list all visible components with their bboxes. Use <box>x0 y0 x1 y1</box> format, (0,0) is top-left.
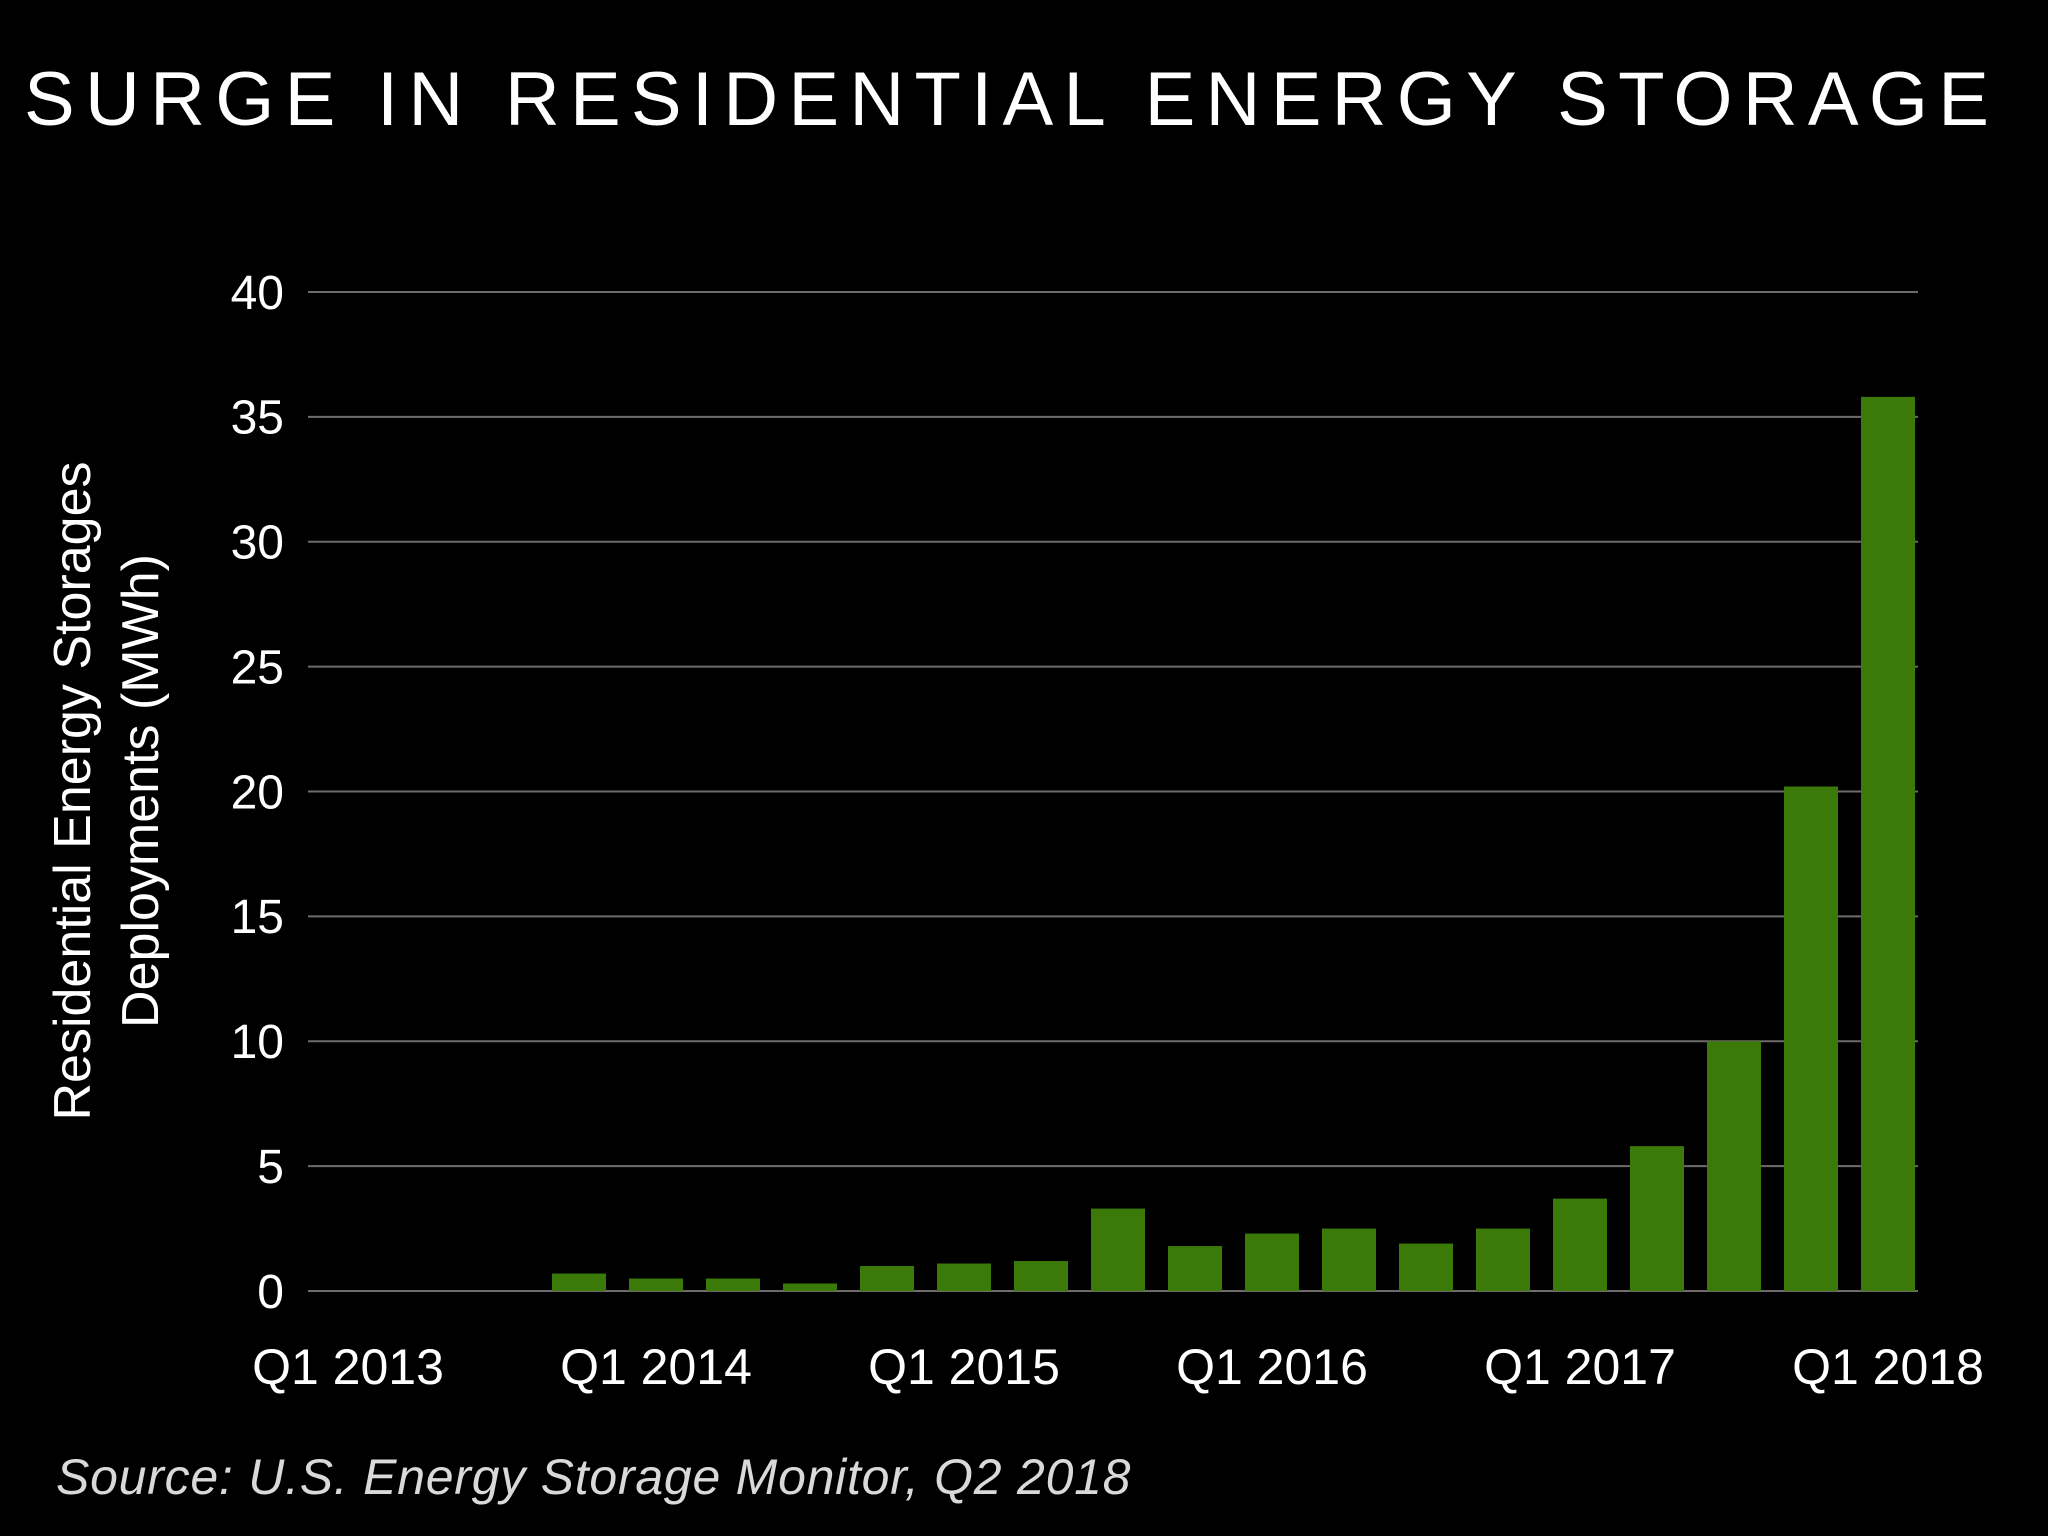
bar-q4-2013 <box>552 1273 606 1291</box>
y-tick-label-30: 30 <box>231 517 284 570</box>
y-tick-label-40: 40 <box>231 267 284 320</box>
bar-q3-2014 <box>783 1283 837 1291</box>
bar-q1-2018 <box>1861 396 1915 1291</box>
bar-q2-2015 <box>1014 1261 1068 1291</box>
bar-q4-2015 <box>1168 1246 1222 1291</box>
bar-q1-2014 <box>629 1278 683 1291</box>
bar-q4-2014 <box>860 1266 914 1291</box>
x-tick-label-q1-2013: Q1 2013 <box>252 1339 444 1395</box>
x-tick-label-q1-2014: Q1 2014 <box>560 1339 752 1395</box>
bar-q1-2016 <box>1245 1233 1299 1291</box>
y-tick-label-15: 15 <box>231 891 284 944</box>
x-tick-label-q1-2017: Q1 2017 <box>1484 1339 1676 1395</box>
bar-q2-2014 <box>706 1278 760 1291</box>
y-tick-label-5: 5 <box>257 1141 284 1194</box>
bar-q3-2016 <box>1399 1243 1453 1291</box>
source-caption: Source: U.S. Energy Storage Monitor, Q2 … <box>56 1449 1132 1505</box>
bar-q4-2017 <box>1784 786 1838 1291</box>
bar-q2-2016 <box>1322 1228 1376 1291</box>
y-tick-label-35: 35 <box>231 392 284 445</box>
y-tick-label-10: 10 <box>231 1016 284 1069</box>
bar-q1-2015 <box>937 1263 991 1291</box>
bar-q3-2017 <box>1707 1041 1761 1291</box>
x-tick-label-q1-2018: Q1 2018 <box>1792 1339 1984 1395</box>
x-tick-label-q1-2016: Q1 2016 <box>1176 1339 1368 1395</box>
y-tick-label-25: 25 <box>231 641 284 694</box>
chart-title: SURGE IN RESIDENTIAL ENERGY STORAGE <box>24 57 2000 142</box>
x-tick-label-q1-2015: Q1 2015 <box>868 1339 1060 1395</box>
y-tick-label-20: 20 <box>231 766 284 819</box>
bar-q2-2017 <box>1630 1146 1684 1291</box>
bar-q3-2015 <box>1091 1208 1145 1291</box>
bar-q4-2016 <box>1476 1228 1530 1291</box>
y-tick-label-0: 0 <box>257 1266 284 1319</box>
bar-q1-2017 <box>1553 1198 1607 1291</box>
